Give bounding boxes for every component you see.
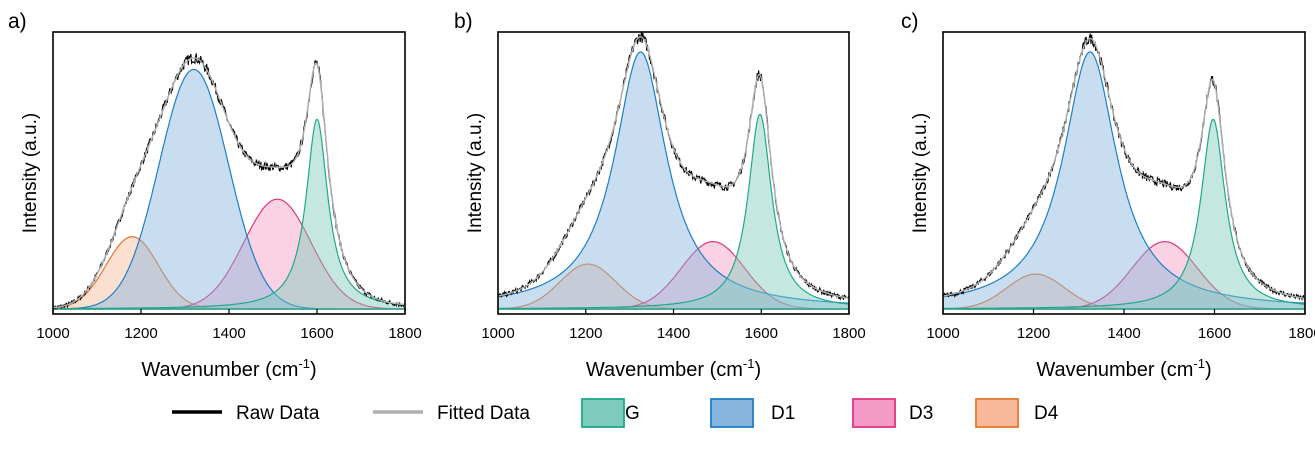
x-tick-label: 1800 — [388, 325, 421, 342]
peak-g — [53, 118, 405, 310]
x-axis-title: Wavenumber (cm-1) — [586, 356, 761, 381]
x-tick-label: 1800 — [1288, 325, 1315, 342]
panel-label: b) — [454, 10, 473, 33]
x-tick-label: 1400 — [212, 325, 245, 342]
legend-swatch-d3 — [852, 398, 896, 428]
legend-label-d1: D1 — [771, 403, 795, 424]
y-axis-title: Intensity (a.u.) — [20, 113, 41, 233]
legend-item-d1: D1 — [710, 398, 795, 428]
chart-panel-1: 1000 1200 1400 1600 1800 Wavenumber (cm-1) Int… — [8, 10, 422, 381]
x-tick-label: 1200 — [569, 325, 602, 342]
fitted-data-line — [53, 57, 405, 309]
legend-swatch-d1 — [710, 398, 754, 428]
legend-label-d3: D3 — [909, 403, 933, 424]
legend-item-fitted-data: Fitted Data — [373, 403, 530, 424]
x-tick-label: 1200 — [124, 325, 157, 342]
legend-swatch-d4 — [975, 398, 1019, 428]
plot-area — [53, 53, 405, 311]
fitted-data-line — [943, 37, 1305, 300]
legend-swatch-g — [581, 398, 625, 428]
x-tick-label: 1600 — [1198, 325, 1231, 342]
x-axis-title: Wavenumber (cm-1) — [141, 356, 316, 381]
chart-panel-3: 1000 1200 1400 1600 1800 Wavenumber (cm-1) Int… — [901, 10, 1315, 381]
panel-label: c) — [901, 10, 919, 33]
legend-label-fitted-data: Fitted Data — [437, 403, 530, 424]
peak-g — [498, 113, 849, 310]
y-axis-title: Intensity (a.u.) — [465, 113, 486, 233]
peak-d1 — [498, 51, 849, 310]
x-tick-label: 1400 — [657, 325, 690, 342]
legend-item-d4: D4 — [975, 398, 1059, 428]
chart-panel-2: 1000 1200 1400 1600 1800 Wavenumber (cm-1) Int… — [454, 10, 866, 381]
x-axis-title: Wavenumber (cm-1) — [1036, 356, 1211, 381]
legend-label-d4: D4 — [1034, 403, 1059, 424]
legend-item-d3: D3 — [852, 398, 933, 428]
peak-d1 — [943, 51, 1305, 310]
x-tick-label: 1000 — [926, 325, 959, 342]
x-tick-label: 1600 — [745, 325, 778, 342]
plot-area — [943, 33, 1305, 310]
panel-label: a) — [8, 10, 27, 33]
x-tick-label: 1600 — [300, 325, 333, 342]
y-axis-title: Intensity (a.u.) — [910, 113, 931, 233]
legend-label-raw-data: Raw Data — [236, 403, 320, 424]
legend-item-raw-data: Raw Data — [172, 403, 320, 424]
x-tick-label: 1000 — [36, 325, 69, 342]
x-tick-label: 1400 — [1107, 325, 1140, 342]
legend-label-g: G — [625, 403, 640, 424]
plot-area — [498, 32, 849, 310]
legend-item-g: G — [581, 398, 640, 428]
fitted-data-line — [498, 35, 849, 299]
x-tick-label: 1200 — [1017, 325, 1050, 342]
peak-g — [943, 118, 1305, 310]
legend: Raw Data Fitted Data G D1 D3 D4 — [172, 398, 1059, 428]
x-tick-label: 1000 — [481, 325, 514, 342]
x-tick-label: 1800 — [832, 325, 865, 342]
